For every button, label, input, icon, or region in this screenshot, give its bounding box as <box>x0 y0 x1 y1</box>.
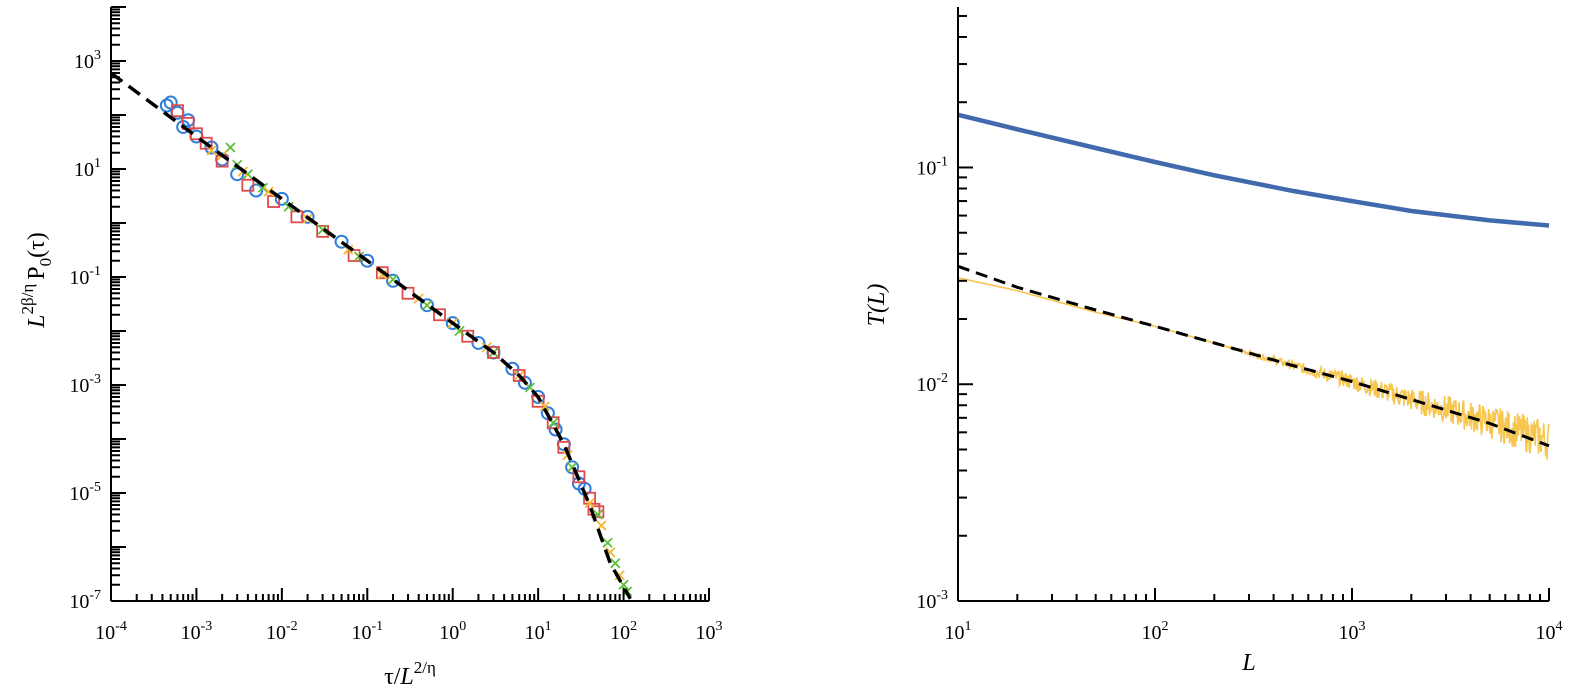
left-series-1-point <box>267 195 280 208</box>
left-series-1-point <box>171 104 184 118</box>
left-series-0-point <box>159 98 174 113</box>
left-x-tick-label: 10-1 <box>351 619 383 644</box>
left-x-tick-label: 102 <box>610 619 637 644</box>
right-x-axis-label: L <box>1241 650 1255 676</box>
left-series-2-point <box>225 142 236 153</box>
right-y-tick-label: 10-2 <box>916 371 948 396</box>
left-series-0-point <box>419 298 434 313</box>
left-fit-curve <box>109 71 632 600</box>
left-y-tick-label: 10-3 <box>69 372 101 397</box>
left-series-0-point <box>360 253 375 268</box>
left-series-2-point <box>602 537 613 548</box>
left-series-1-point <box>375 266 389 280</box>
left-series-3-point <box>263 186 274 197</box>
right-y-tick-label: 10-3 <box>916 588 948 613</box>
left-series-1-point <box>512 369 526 382</box>
left-x-tick-label: 10-3 <box>181 619 213 644</box>
left-chart: 10-4 10-3 10-2 10-1 100 101 102 103 10-7 10-5 10-3… <box>18 6 723 690</box>
right-series-2-line <box>957 264 1550 448</box>
left-series-0-point <box>334 234 349 249</box>
left-x-tick-label: 10-4 <box>95 619 127 644</box>
left-y-tick-label: 103 <box>74 48 101 73</box>
left-series-1-point <box>487 346 500 359</box>
left-y-axis-label: L2β/ηP0(τ) <box>18 232 55 329</box>
left-series-0-point <box>548 422 563 437</box>
right-y-tick-label: 10-1 <box>916 154 948 179</box>
left-plot-area <box>109 71 633 600</box>
right-series-0-line <box>957 112 1550 228</box>
left-series-0-point <box>565 460 580 475</box>
left-series-0-point <box>386 273 401 288</box>
right-plot-area <box>957 112 1550 460</box>
right-chart: 101 102 103 104 10-3 10-2 10-1 L T(L) <box>864 7 1563 676</box>
left-x-tick-label: 103 <box>696 619 723 644</box>
right-series-1-line <box>957 276 1550 460</box>
left-series-0-point <box>274 191 289 206</box>
left-y-tick-label: 101 <box>74 156 101 181</box>
left-series-1-point <box>199 136 213 150</box>
right-x-tick-label: 104 <box>1536 619 1563 644</box>
right-axes: 101 102 103 104 10-3 10-2 10-1 <box>916 7 1563 644</box>
left-series-0-point <box>471 335 486 350</box>
left-x-axis-label: τ/L2/η <box>384 658 436 690</box>
left-series-2-point <box>283 201 294 212</box>
left-series-0-point <box>163 95 178 110</box>
right-x-tick-label: 103 <box>1339 619 1366 644</box>
left-series-3-point <box>596 520 607 531</box>
left-y-tick-label: 10-7 <box>69 588 101 613</box>
left-series-0-point <box>505 361 520 376</box>
left-series-1-point <box>433 308 446 322</box>
left-series-2-point <box>610 558 621 569</box>
left-series-1-point <box>546 416 560 430</box>
left-series-0-point <box>445 316 460 331</box>
left-series-1-point <box>572 470 586 484</box>
right-y-axis-label: T(L) <box>864 284 890 327</box>
right-x-tick-label: 101 <box>945 619 972 644</box>
left-x-tick-label: 100 <box>439 619 466 644</box>
left-x-tick-label: 101 <box>525 619 552 644</box>
left-axes: 10-4 10-3 10-2 10-1 100 101 102 103 10-7 10-5 10-3… <box>69 6 723 644</box>
right-x-tick-label: 102 <box>1142 619 1169 644</box>
left-series-3-point <box>539 401 551 412</box>
left-y-tick-label: 10-5 <box>69 480 101 505</box>
left-x-tick-label: 10-2 <box>266 619 298 644</box>
left-y-tick-label: 10-1 <box>69 264 101 289</box>
left-series-1-point <box>241 178 255 192</box>
left-series-3-point <box>206 145 217 156</box>
left-series-2-point <box>317 224 328 235</box>
